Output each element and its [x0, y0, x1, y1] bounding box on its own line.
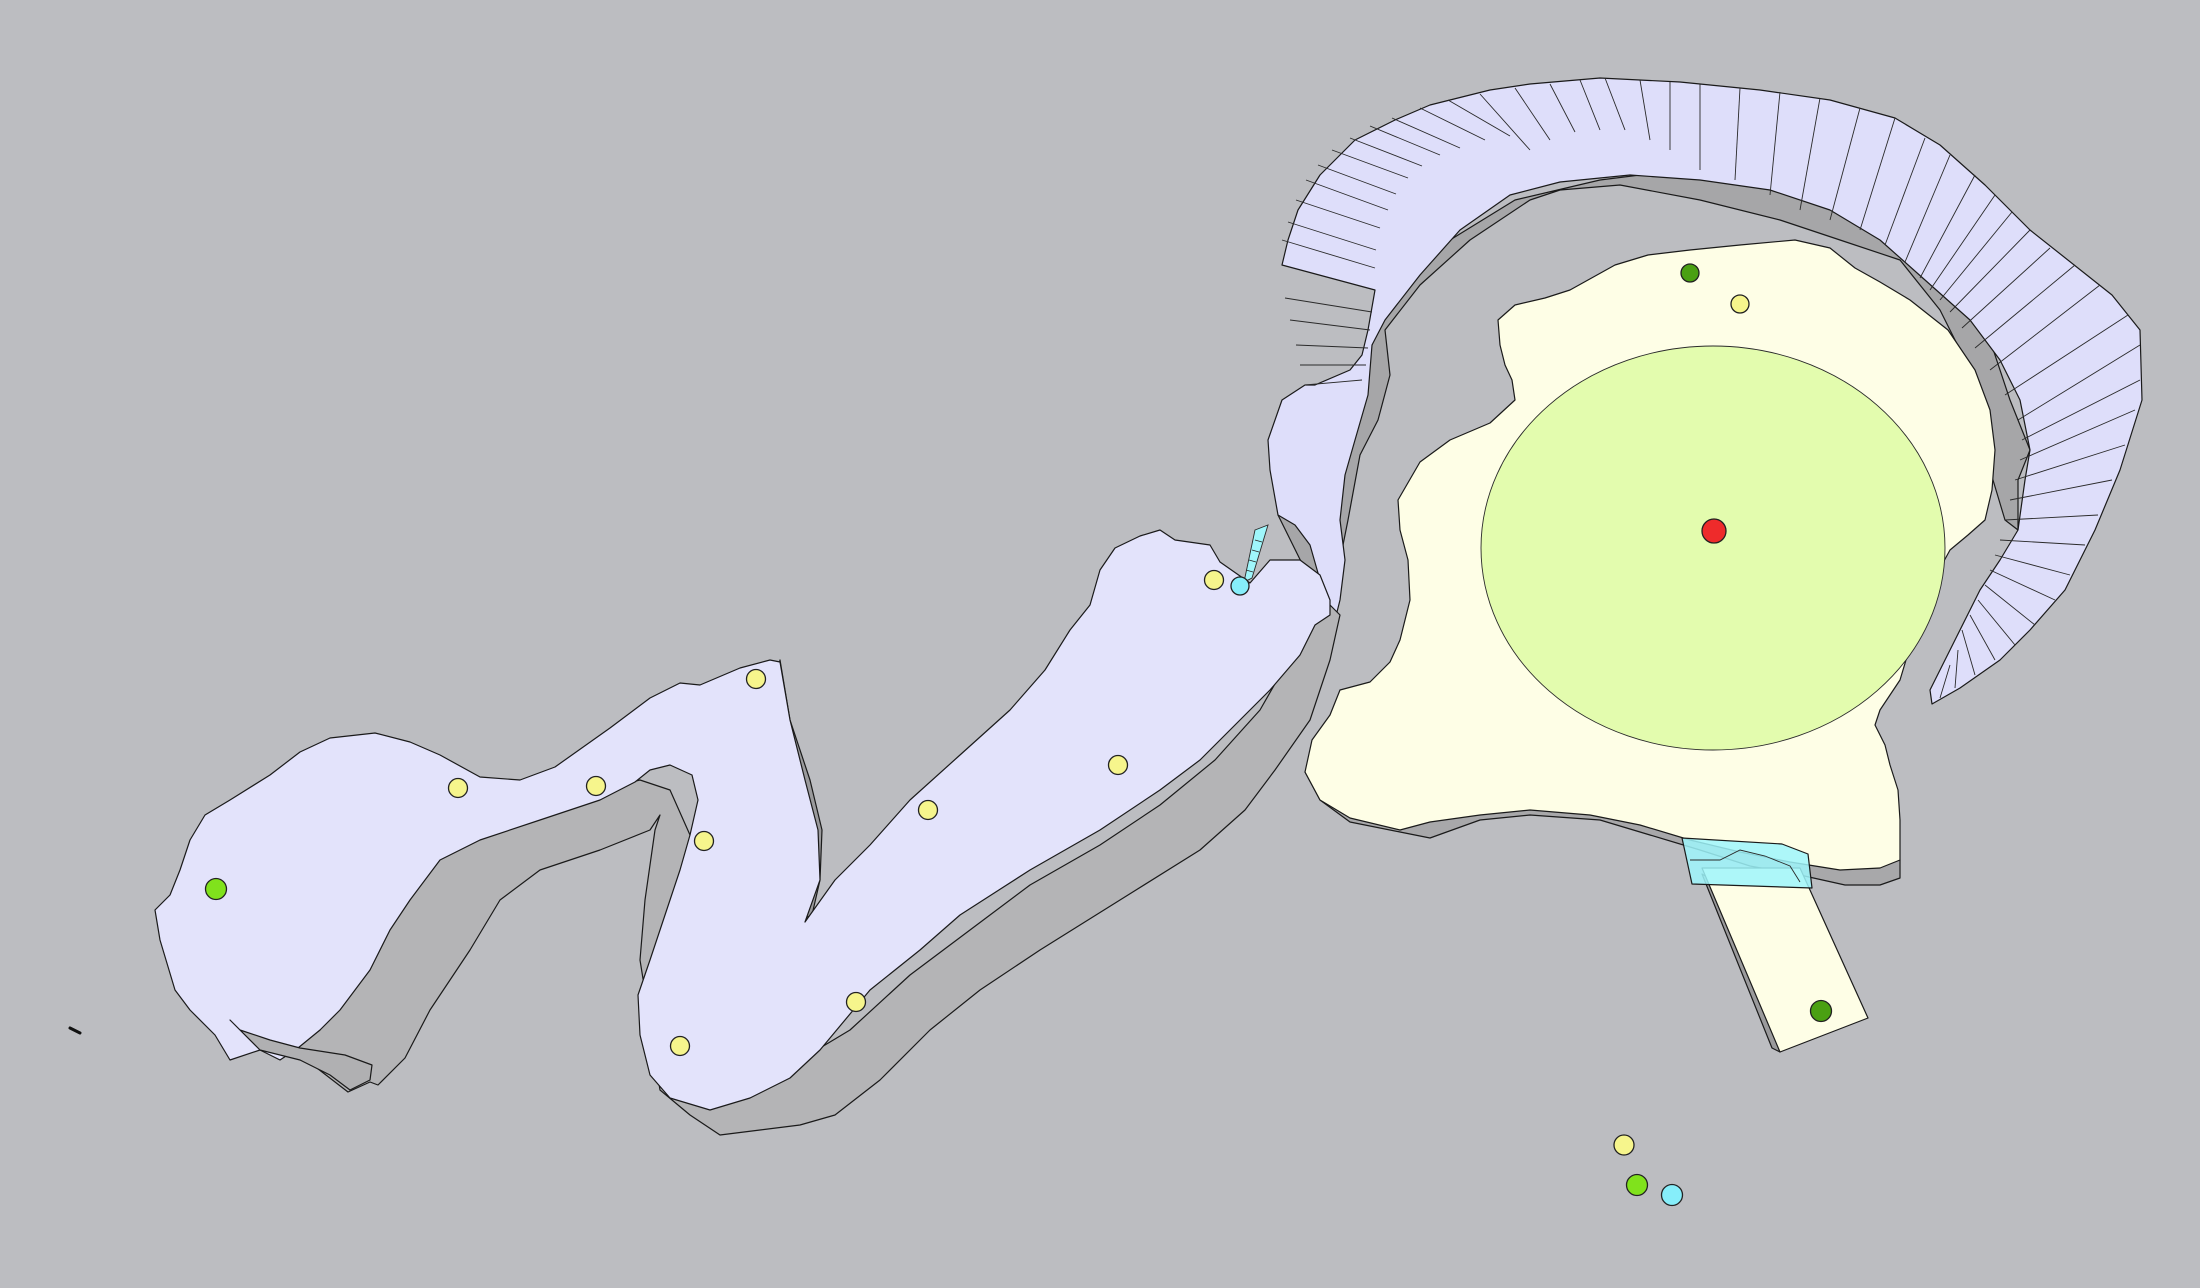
winding-path-surface — [154, 529, 1331, 1111]
origin-axis-icon — [68, 1026, 82, 1035]
yellow-marker-icon[interactable] — [745, 668, 767, 690]
ramp-step-lines — [1281, 77, 2141, 699]
markers — [204, 263, 1833, 1057]
green-marker-icon[interactable] — [204, 877, 228, 901]
arena-entry-plank — [1701, 867, 1869, 1053]
arena — [1304, 239, 1996, 1053]
red-spawn-marker-icon[interactable] — [1701, 518, 1727, 544]
yellow-marker-icon[interactable] — [845, 991, 867, 1013]
marker-legend — [1613, 1134, 1684, 1207]
arena-center-circle — [1480, 345, 1946, 751]
yellow-marker-icon[interactable] — [917, 799, 939, 821]
yellow-marker-icon[interactable] — [1203, 569, 1225, 591]
winding-path-front-wall — [229, 1019, 373, 1091]
yellow-marker-icon[interactable] — [669, 1035, 691, 1057]
ladder-icon — [1243, 524, 1269, 583]
yellow-marker-icon[interactable] — [1613, 1134, 1635, 1156]
yellow-marker-icon[interactable] — [585, 775, 607, 797]
dark-green-marker-icon[interactable] — [1680, 263, 1700, 283]
cyan-marker-icon[interactable] — [1660, 1183, 1684, 1207]
cyan-marker-icon[interactable] — [1230, 576, 1250, 596]
ladder-object[interactable] — [1243, 524, 1269, 583]
green-marker-icon[interactable] — [1625, 1173, 1649, 1197]
arena-water-area — [1681, 837, 1813, 889]
yellow-marker-icon[interactable] — [1107, 754, 1129, 776]
curved-ramp — [1267, 77, 2143, 705]
dark-green-marker-icon[interactable] — [1809, 999, 1833, 1023]
arena-water-outline — [1690, 849, 1801, 883]
yellow-marker-icon[interactable] — [447, 777, 469, 799]
yellow-marker-icon[interactable] — [1730, 294, 1750, 314]
winding-path — [154, 529, 1341, 1136]
curved-ramp-surface — [1267, 77, 2143, 705]
yellow-marker-icon[interactable] — [693, 830, 715, 852]
